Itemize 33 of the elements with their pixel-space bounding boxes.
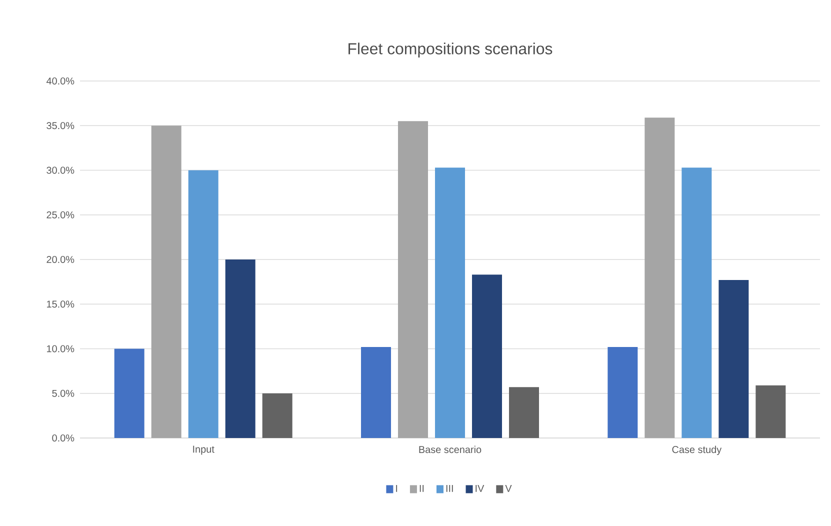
y-tick-label: 0.0% — [52, 434, 74, 442]
x-tick-label: Case study — [672, 446, 722, 456]
bar — [718, 280, 749, 438]
bar — [435, 168, 466, 438]
y-tick-label: 40.0% — [46, 77, 74, 85]
x-tick-label: Input — [193, 446, 214, 455]
bar — [644, 118, 675, 438]
legend-label: I — [396, 485, 398, 492]
bar — [756, 385, 786, 438]
bar — [472, 274, 502, 438]
bar — [361, 346, 392, 438]
legend-label: IV — [476, 485, 484, 492]
y-tick-label: 30.0% — [46, 166, 74, 174]
bar — [114, 348, 144, 438]
legend-label: II — [420, 485, 424, 492]
bar — [262, 393, 292, 438]
bar — [398, 121, 428, 438]
y-tick-label: 35.0% — [46, 122, 74, 130]
x-tick-label: Base scenario — [419, 446, 482, 454]
y-tick-label: 15.0% — [46, 300, 74, 308]
chart-title: Fleet compositions scenarios — [348, 42, 552, 58]
y-tick-label: 5.0% — [52, 390, 74, 397]
bar — [509, 387, 540, 438]
y-tick-label: 25.0% — [46, 211, 74, 218]
legend-label: V — [505, 485, 512, 492]
bar — [151, 126, 182, 438]
y-tick-label: 10.0% — [46, 345, 74, 352]
legend-label: III — [446, 485, 453, 492]
bar — [608, 346, 638, 438]
bar — [188, 170, 218, 438]
bar — [682, 168, 712, 438]
bar — [225, 260, 256, 438]
y-tick-label: 20.0% — [46, 256, 74, 264]
